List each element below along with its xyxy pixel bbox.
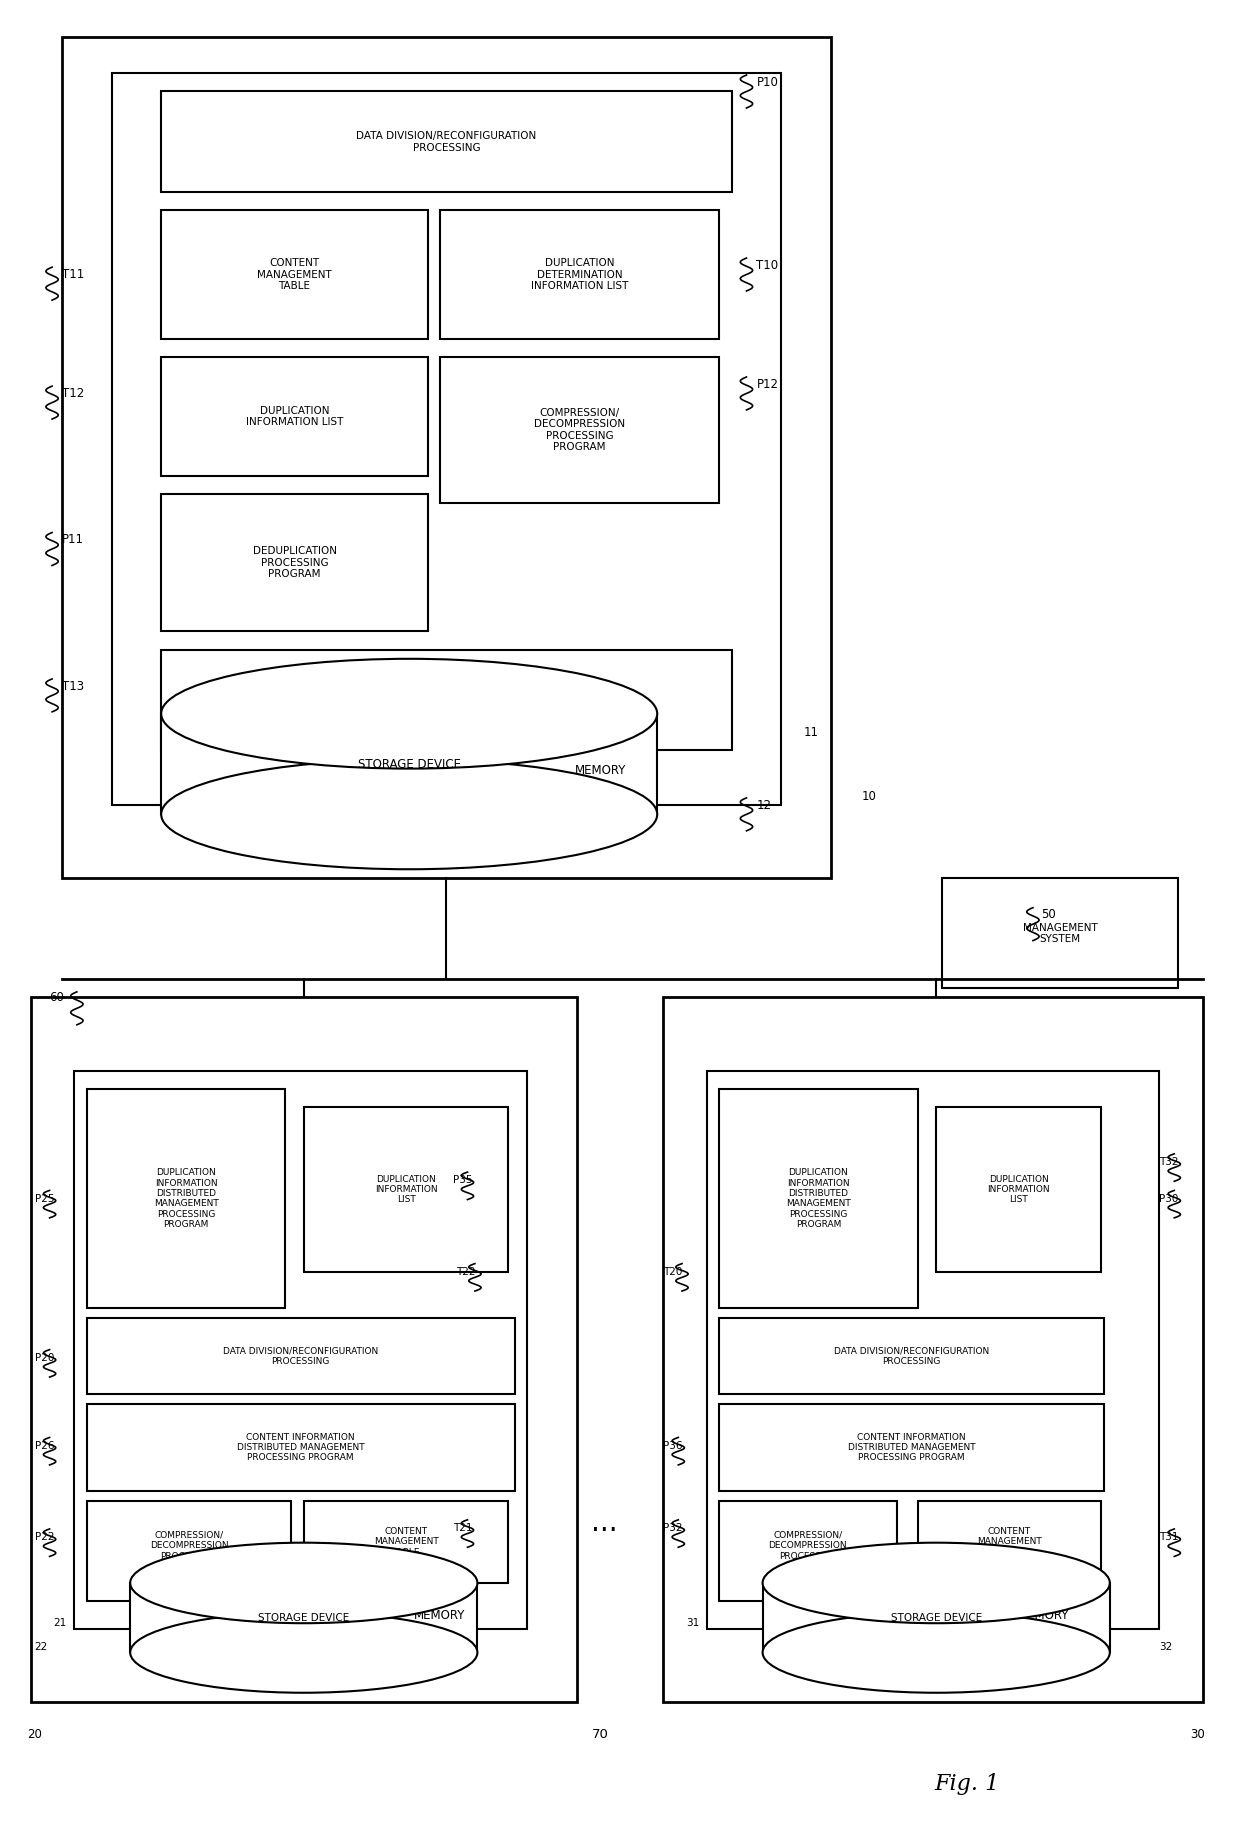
Text: COMPRESSION/
DECOMPRESSION
PROCESSING
PROGRAM: COMPRESSION/ DECOMPRESSION PROCESSING PR… <box>534 408 625 452</box>
Bar <box>74 1071 527 1629</box>
Bar <box>440 357 719 503</box>
Text: P22: P22 <box>35 1532 55 1543</box>
Text: T22: T22 <box>456 1266 476 1277</box>
Text: P12: P12 <box>756 377 779 392</box>
Bar <box>87 1089 285 1308</box>
Text: P25: P25 <box>35 1193 55 1204</box>
Text: ...: ... <box>590 1508 618 1537</box>
Text: 70: 70 <box>591 1728 609 1742</box>
Text: STORAGE NODE: STORAGE NODE <box>248 1671 360 1685</box>
Text: DEDUPLICATION
PROCESSING
PROGRAM: DEDUPLICATION PROCESSING PROGRAM <box>253 545 336 580</box>
Ellipse shape <box>763 1543 1110 1623</box>
Text: 31: 31 <box>686 1618 699 1629</box>
Text: DUPLICATION
INFORMATION
LIST: DUPLICATION INFORMATION LIST <box>374 1175 438 1204</box>
Text: MEMORY: MEMORY <box>414 1609 465 1623</box>
Ellipse shape <box>130 1543 477 1623</box>
Text: DATA DIVISION/RECONFIGURATION
PROCESSING: DATA DIVISION/RECONFIGURATION PROCESSING <box>833 1347 990 1365</box>
Text: P36: P36 <box>663 1440 683 1451</box>
Text: 12: 12 <box>756 798 771 813</box>
Bar <box>130 1583 477 1652</box>
Text: Fig. 1: Fig. 1 <box>935 1773 999 1795</box>
Text: T32: T32 <box>1159 1157 1179 1168</box>
Text: CONTENT
MANAGEMENT
TABLE: CONTENT MANAGEMENT TABLE <box>977 1526 1042 1557</box>
Text: P10: P10 <box>756 75 779 90</box>
Text: COMPRESSION/
DECOMPRESSION
PROCESSING
PROGRAM: COMPRESSION/ DECOMPRESSION PROCESSING PR… <box>150 1532 228 1570</box>
Text: 21: 21 <box>53 1618 67 1629</box>
Text: CONTENT PROCESSING
INFORMATION TABLE: CONTENT PROCESSING INFORMATION TABLE <box>386 690 507 710</box>
Text: MEMORY: MEMORY <box>575 763 626 778</box>
Bar <box>440 210 719 339</box>
Bar <box>719 1404 1104 1491</box>
Text: 20: 20 <box>27 1728 42 1742</box>
Text: MANAGEMENT
SYSTEM: MANAGEMENT SYSTEM <box>1023 922 1097 944</box>
Text: DUPLICATION
INFORMATION
LIST: DUPLICATION INFORMATION LIST <box>987 1175 1050 1204</box>
Ellipse shape <box>161 659 657 769</box>
Text: T31: T31 <box>1159 1532 1179 1543</box>
Bar <box>707 1071 1159 1629</box>
Bar <box>304 1107 508 1272</box>
Bar <box>87 1501 291 1601</box>
Text: P35: P35 <box>453 1175 472 1186</box>
Text: T13: T13 <box>62 679 84 694</box>
Text: MEMORY: MEMORY <box>1018 1609 1069 1623</box>
Text: P26: P26 <box>35 1440 55 1451</box>
Text: T10: T10 <box>756 258 779 273</box>
Text: DUPLICATION
INFORMATION
DISTRIBUTED
MANAGEMENT
PROCESSING
PROGRAM: DUPLICATION INFORMATION DISTRIBUTED MANA… <box>154 1168 218 1230</box>
Ellipse shape <box>161 759 657 869</box>
Bar <box>304 1501 508 1583</box>
Text: CONTENT INFORMATION
DISTRIBUTED MANAGEMENT
PROCESSING PROGRAM: CONTENT INFORMATION DISTRIBUTED MANAGEME… <box>848 1433 975 1462</box>
Text: 60: 60 <box>50 990 64 1005</box>
Text: P30: P30 <box>1159 1193 1179 1204</box>
Bar <box>161 210 428 339</box>
Bar <box>161 494 428 631</box>
Text: DUPLICATION
INFORMATION
DISTRIBUTED
MANAGEMENT
PROCESSING
PROGRAM: DUPLICATION INFORMATION DISTRIBUTED MANA… <box>786 1168 851 1230</box>
Text: STORAGE DEVICE: STORAGE DEVICE <box>357 758 461 770</box>
Bar <box>161 650 732 750</box>
Bar <box>161 714 657 814</box>
Bar <box>87 1318 515 1394</box>
Text: 50: 50 <box>1042 908 1056 922</box>
Text: DUPLICATION
INFORMATION LIST: DUPLICATION INFORMATION LIST <box>246 406 343 426</box>
Text: DUPLICATION
DETERMINATION
INFORMATION LIST: DUPLICATION DETERMINATION INFORMATION LI… <box>531 258 629 291</box>
Text: T12: T12 <box>62 386 84 401</box>
Text: 32: 32 <box>1159 1642 1173 1652</box>
Bar <box>31 997 577 1702</box>
Bar <box>936 1107 1101 1272</box>
Text: 22: 22 <box>35 1642 48 1652</box>
Bar <box>719 1501 897 1601</box>
Text: 30: 30 <box>1190 1728 1205 1742</box>
Text: T21: T21 <box>453 1523 472 1534</box>
Text: T20: T20 <box>663 1266 683 1277</box>
Text: P20: P20 <box>35 1352 55 1363</box>
Bar <box>62 37 831 878</box>
Text: COMPRESSION/
DECOMPRESSION
PROCESSING
PROGRAM: COMPRESSION/ DECOMPRESSION PROCESSING PR… <box>769 1532 847 1570</box>
Bar <box>112 73 781 805</box>
Text: P11: P11 <box>62 533 84 547</box>
Bar <box>161 92 732 192</box>
Bar <box>942 878 1178 988</box>
Text: T11: T11 <box>62 267 84 282</box>
Text: DATA DIVISION/RECONFIGURATION
PROCESSING: DATA DIVISION/RECONFIGURATION PROCESSING <box>223 1347 378 1365</box>
Text: 11: 11 <box>804 725 818 739</box>
Bar <box>719 1318 1104 1394</box>
Text: P32: P32 <box>663 1523 683 1534</box>
Text: STORAGE DEVICE: STORAGE DEVICE <box>258 1612 350 1623</box>
Bar <box>918 1501 1101 1583</box>
Bar <box>161 357 428 476</box>
Bar <box>763 1583 1110 1652</box>
Text: DATA DIVISION/RECONFIGURATION
PROCESSING: DATA DIVISION/RECONFIGURATION PROCESSING <box>356 132 537 152</box>
Text: HOST: HOST <box>389 834 429 849</box>
Text: STORAGE DEVICE: STORAGE DEVICE <box>890 1612 982 1623</box>
Ellipse shape <box>130 1612 477 1693</box>
Bar <box>719 1089 918 1308</box>
Text: CONTENT
MANAGEMENT
TABLE: CONTENT MANAGEMENT TABLE <box>257 258 332 291</box>
Text: CONTENT
MANAGEMENT
TABLE: CONTENT MANAGEMENT TABLE <box>373 1526 439 1557</box>
Text: CONTENT INFORMATION
DISTRIBUTED MANAGEMENT
PROCESSING PROGRAM: CONTENT INFORMATION DISTRIBUTED MANAGEME… <box>237 1433 365 1462</box>
Bar <box>663 997 1203 1702</box>
Ellipse shape <box>763 1612 1110 1693</box>
Text: 10: 10 <box>862 789 877 803</box>
Bar <box>87 1404 515 1491</box>
Text: STORAGE NODE: STORAGE NODE <box>880 1671 992 1685</box>
